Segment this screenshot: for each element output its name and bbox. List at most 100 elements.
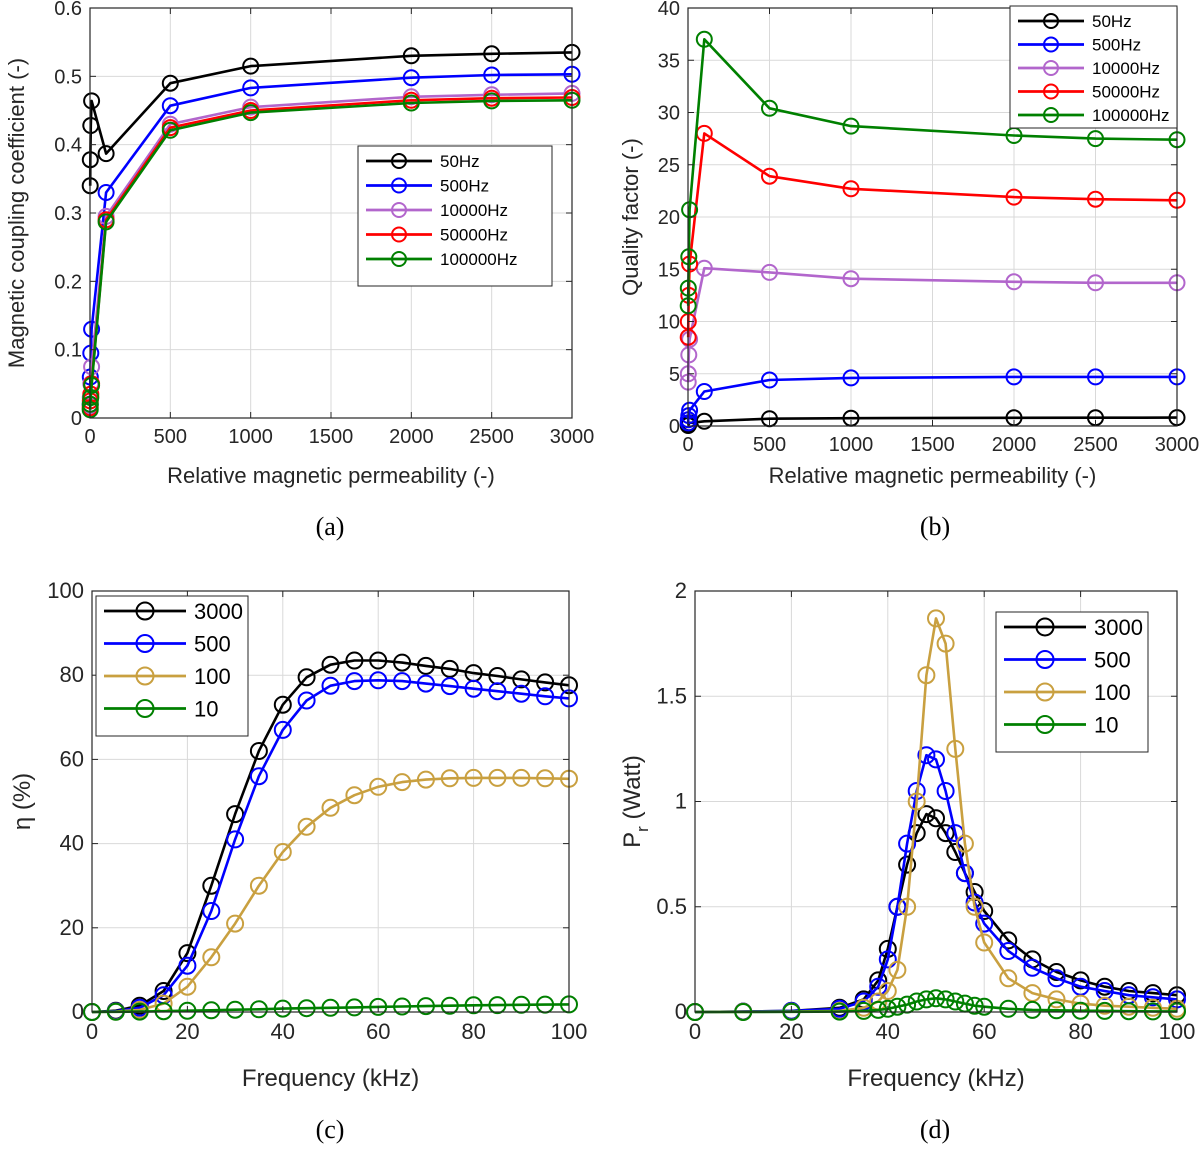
data-point [464, 768, 483, 787]
data-point [178, 944, 197, 963]
x-tick-label: 1000 [228, 426, 273, 448]
legend-swatch-marker [135, 699, 155, 718]
x-tick-label: 20 [175, 1019, 199, 1044]
legend-swatch-marker [1035, 715, 1055, 734]
data-point [464, 679, 483, 698]
data-point [955, 864, 974, 883]
x-tick-label: 3000 [550, 426, 595, 448]
data-point [854, 992, 873, 1011]
data-point [178, 1001, 197, 1020]
data-point [483, 66, 501, 84]
panel-caption: (d) [920, 1115, 950, 1144]
x-tick-label: 2500 [1073, 434, 1118, 456]
x-tick-label: 0 [682, 434, 693, 456]
y-tick-label: 0 [669, 416, 680, 438]
data-point [154, 982, 173, 1000]
legend: 3000 500 100 10 [995, 611, 1149, 753]
legend-box [95, 595, 249, 737]
data-point [369, 671, 388, 690]
panel-caption: (a) [316, 512, 345, 541]
legend-swatch-marker [391, 202, 407, 218]
x-tick-label: 2000 [389, 426, 434, 448]
x-tick-label: 100 [1159, 1019, 1196, 1044]
legend-label: 10 [194, 697, 218, 722]
data-point [83, 376, 101, 394]
data-point [440, 769, 459, 788]
data-point [936, 782, 955, 800]
data-point [483, 92, 501, 110]
data-point [999, 999, 1018, 1018]
data-point [369, 777, 388, 796]
data-point [226, 805, 245, 824]
data-point [1047, 990, 1066, 1009]
data-point [416, 674, 435, 693]
data-point [936, 990, 955, 1009]
legend-swatch-marker [1035, 617, 1055, 637]
data-point [154, 1002, 173, 1021]
x-tick-label: 2500 [469, 426, 514, 448]
data-point [888, 897, 907, 916]
data-point [878, 982, 897, 1000]
y-tick-label: 10 [658, 312, 680, 334]
data-point [202, 902, 221, 920]
data-point [97, 213, 115, 231]
y-tick-label: 0.6 [54, 0, 82, 20]
data-point [369, 651, 388, 670]
data-point [97, 184, 115, 201]
data-point [1047, 1001, 1066, 1020]
y-tick-label: 20 [60, 915, 84, 940]
data-point [917, 805, 936, 824]
data-point [440, 996, 459, 1015]
y-axis-label-unit: (Watt) [619, 755, 646, 826]
data-point [82, 344, 100, 362]
y-tick-label: 40 [60, 831, 84, 856]
legend: 50Hz 500Hz 10000Hz 50000Hz 100000Hz [1009, 5, 1178, 129]
legend-swatch-marker [391, 226, 407, 243]
data-point [1087, 368, 1104, 386]
legend-label: 100000Hz [440, 250, 518, 269]
data-point [536, 687, 555, 706]
data-point [946, 992, 965, 1011]
data-point [345, 786, 364, 805]
data-point [1005, 188, 1023, 206]
y-tick-label: 20 [658, 207, 680, 229]
data-point [178, 956, 197, 975]
legend-swatch-marker [1043, 36, 1059, 53]
data-point [226, 914, 245, 933]
legend-label: 100 [1094, 680, 1131, 705]
chart-d: 0 20 40 60 80 100 0 0.5 1 1.5 2 Frequency (kHz) Pr (… [619, 578, 1195, 1144]
data-point [898, 897, 917, 916]
legend-swatch-marker [1043, 83, 1059, 100]
legend-swatch-marker [135, 666, 155, 686]
data-point [161, 74, 179, 92]
y-axis-label: η (%) [9, 773, 36, 830]
axes-frame [91, 590, 570, 1013]
data-point [878, 950, 897, 969]
legend-swatch-marker [391, 153, 407, 169]
x-tick-label: 2000 [992, 434, 1037, 456]
data-point [927, 809, 945, 828]
data-point [869, 977, 888, 996]
data-point [907, 792, 926, 811]
panel-caption: (c) [316, 1115, 345, 1144]
data-point [488, 682, 507, 701]
data-point [83, 320, 101, 338]
legend-label: 10000Hz [1092, 59, 1160, 78]
x-tick-label: 500 [753, 434, 786, 456]
data-point [975, 997, 994, 1016]
data-point [242, 79, 260, 97]
legend-label: 50Hz [440, 152, 480, 171]
y-tick-label: 2 [675, 578, 687, 603]
legend-label: 10000Hz [440, 201, 508, 220]
y-tick-label: 40 [658, 0, 680, 20]
data-point [878, 999, 897, 1018]
data-point [393, 672, 412, 691]
series-group [686, 609, 1186, 1021]
data-point [536, 769, 555, 788]
data-point [273, 720, 292, 739]
data-point [393, 773, 412, 792]
data-point [936, 824, 955, 843]
legend-swatch-marker [1035, 682, 1055, 702]
data-point [1143, 988, 1162, 1007]
data-point [321, 676, 340, 695]
